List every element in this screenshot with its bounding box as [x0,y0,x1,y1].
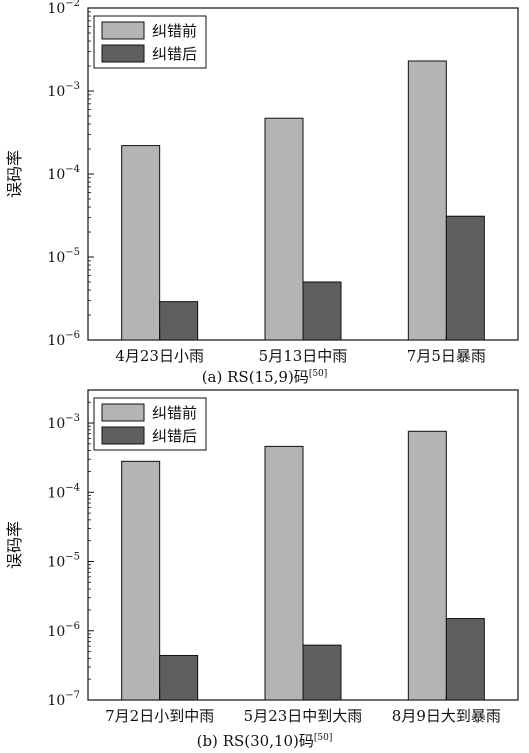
bar [121,145,161,341]
x-tick-label: 7月2日小到中雨 [105,707,214,725]
y-tick-base: 10 [47,624,65,640]
y-tick-exponent: −6 [65,330,80,341]
bar [264,445,304,701]
bar [407,430,447,701]
caption-a-ref: [50] [308,369,328,379]
caption-b-ref: [50] [313,733,333,743]
bar [445,618,485,701]
y-tick-base: 10 [47,1,65,17]
x-tick-label: 5月13日中雨 [259,347,348,365]
y-tick-label: 10−5 [47,247,80,266]
x-tick-label: 5月23日中到大雨 [244,707,363,725]
y-tick-exponent: −2 [65,0,80,9]
y-tick-exponent: −4 [65,164,80,175]
legend-swatch [101,403,145,422]
caption-a-code: RS(15,9)码 [227,368,309,386]
y-tick-label: 10−3 [47,81,80,100]
y-tick-exponent: −4 [65,482,80,493]
y-tick-label: 10−4 [47,482,80,501]
bar [159,301,199,341]
y-tick-base: 10 [47,416,65,432]
x-tick-label: 8月9日大到暴雨 [392,707,501,725]
y-tick-exponent: −7 [65,690,80,701]
bar [407,60,447,341]
y-tick-exponent: −5 [65,247,80,258]
y-axis-label: 误码率 [5,521,24,569]
y-tick-label: 10−7 [47,690,80,709]
bar [121,460,161,701]
y-tick-exponent: −6 [65,621,80,632]
y-tick-label: 10−4 [47,164,80,183]
y-tick-label: 10−6 [47,330,80,349]
y-tick-base: 10 [47,250,65,266]
y-tick-label: 10−2 [47,0,80,17]
y-tick-exponent: −5 [65,552,80,563]
bar [302,281,342,341]
y-tick-base: 10 [47,333,65,349]
y-tick-label: 10−5 [47,552,80,571]
caption-b-label: (b) [196,732,218,750]
caption-a-label: (a) [201,368,223,386]
y-tick-base: 10 [47,693,65,709]
y-tick-base: 10 [47,167,65,183]
legend-label: 纠错前 [152,404,197,422]
bar [302,644,342,701]
caption-a: (a) RS(15,9)码[50] [0,366,529,387]
y-tick-exponent: −3 [65,81,80,92]
x-tick-label: 4月23日小雨 [115,347,204,365]
bar [159,654,199,701]
legend-label: 纠错后 [152,427,197,445]
y-tick-label: 10−6 [47,621,80,640]
legend-swatch [101,44,145,63]
y-tick-base: 10 [47,555,65,571]
caption-b: (b) RS(30,10)码[50] [0,730,529,751]
caption-b-code: RS(30,10)码 [222,732,314,750]
y-tick-base: 10 [47,485,65,501]
y-tick-exponent: −3 [65,413,80,424]
x-tick-label: 7月5日暴雨 [407,347,486,365]
legend-swatch [101,21,145,40]
y-tick-base: 10 [47,84,65,100]
bar [264,117,304,341]
legend-label: 纠错后 [152,45,197,63]
bar [445,215,485,341]
y-tick-label: 10−3 [47,413,80,432]
legend-label: 纠错前 [152,22,197,40]
y-axis-label: 误码率 [5,150,24,198]
legend-swatch [101,426,145,445]
